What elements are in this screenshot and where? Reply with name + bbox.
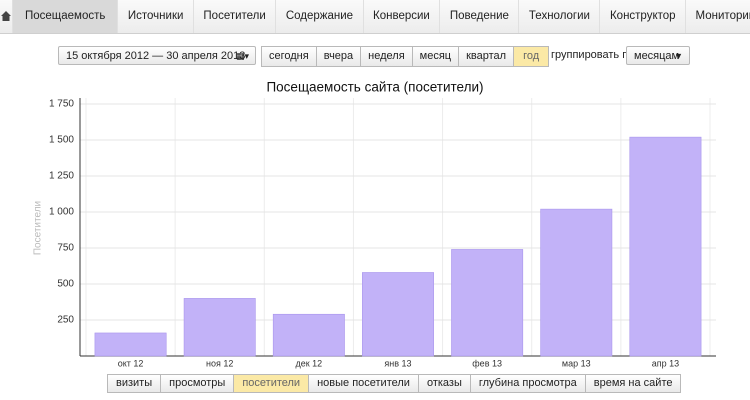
bar — [629, 136, 702, 357]
y-tick-label: 1 000 — [49, 207, 74, 218]
nav-tab[interactable]: Поведение — [440, 0, 520, 33]
y-tick-label: 1 250 — [49, 171, 74, 182]
y-tick-label: 500 — [57, 279, 74, 290]
x-tick-label: ноя 12 — [206, 358, 233, 368]
period-button[interactable]: сегодня — [261, 46, 317, 67]
dropdown-icon: ▦▾ — [235, 51, 249, 61]
bar — [540, 208, 613, 357]
group-value: месяцам — [634, 50, 680, 62]
metric-tab[interactable]: время на сайте — [584, 374, 682, 393]
period-button[interactable]: год — [513, 46, 550, 67]
x-tick-label: окт 12 — [118, 358, 144, 368]
nav-tab[interactable]: Конверсии — [364, 0, 441, 33]
period-button[interactable]: вчера — [315, 46, 362, 67]
x-tick-label: фев 13 — [472, 358, 502, 368]
bar — [94, 332, 167, 357]
y-tick-label: 1 500 — [49, 135, 74, 146]
x-tick-label: янв 13 — [384, 358, 411, 368]
nav-bar: Посещаемость Источники Посетители Содерж… — [0, 0, 750, 34]
y-tick-label: 1 750 — [49, 99, 74, 110]
date-range: 15 октября 2012 — 30 апреля 2013 — [66, 50, 246, 62]
period-buttons: сегодня вчера неделя месяц квартал год — [261, 46, 550, 67]
home-icon — [1, 10, 11, 21]
nav-tab[interactable]: Содержание — [276, 0, 364, 33]
x-tick-label: апр 13 — [652, 358, 679, 368]
metric-tab[interactable]: посетители — [233, 374, 310, 393]
metric-tab[interactable]: глубина просмотра — [469, 374, 586, 393]
dropdown-icon: ▼ — [674, 51, 683, 61]
bar — [451, 249, 524, 357]
y-axis-label: Посетители — [33, 201, 44, 255]
bar — [183, 298, 256, 357]
nav-tab[interactable]: Технологии — [519, 0, 601, 33]
chart-title: Посещаемость сайта (посетители) — [266, 80, 483, 95]
x-tick-label: дек 12 — [295, 358, 322, 368]
bar — [272, 313, 345, 357]
period-button[interactable]: неделя — [360, 46, 413, 67]
nav-tab[interactable]: Посетители — [194, 0, 277, 33]
home-tab[interactable] — [0, 0, 13, 33]
y-tick-label: 750 — [57, 243, 74, 254]
date-picker[interactable]: 15 октября 2012 — 30 апреля 2013 ▦▾ — [58, 46, 256, 65]
group-select[interactable]: месяцам ▼ — [626, 46, 690, 65]
metric-tab[interactable]: просмотры — [160, 374, 235, 393]
period-button[interactable]: месяц — [411, 46, 460, 67]
nav-tab[interactable]: Источники — [118, 0, 194, 33]
bar — [362, 272, 434, 357]
x-tick-label: мар 13 — [562, 358, 591, 368]
y-tick-label: 250 — [57, 315, 74, 326]
period-button[interactable]: квартал — [458, 46, 515, 67]
metric-tabs: визиты просмотры посетители новые посети… — [107, 374, 682, 393]
group-label: группировать по — [551, 49, 635, 61]
nav-tab[interactable]: Мониторинг — [695, 10, 750, 22]
nav-tab[interactable]: Посещаемость — [13, 0, 119, 33]
metric-tab[interactable]: отказы — [417, 374, 471, 393]
nav-tab[interactable]: Конструктор — [600, 0, 687, 33]
metric-tab[interactable]: новые посетители — [308, 374, 419, 393]
metric-tab[interactable]: визиты — [107, 374, 162, 393]
